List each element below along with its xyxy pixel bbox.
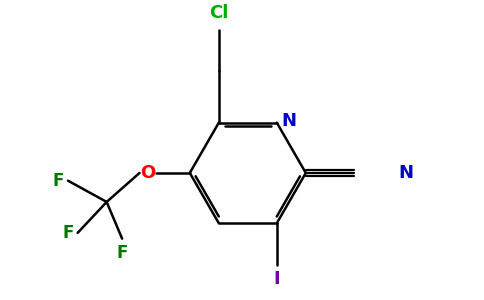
Text: F: F (53, 172, 64, 190)
Text: N: N (282, 112, 297, 130)
Text: O: O (141, 164, 156, 182)
Text: Cl: Cl (209, 4, 228, 22)
Text: I: I (273, 270, 280, 288)
Text: F: F (62, 224, 74, 242)
Text: N: N (399, 164, 414, 182)
Text: F: F (117, 244, 128, 262)
